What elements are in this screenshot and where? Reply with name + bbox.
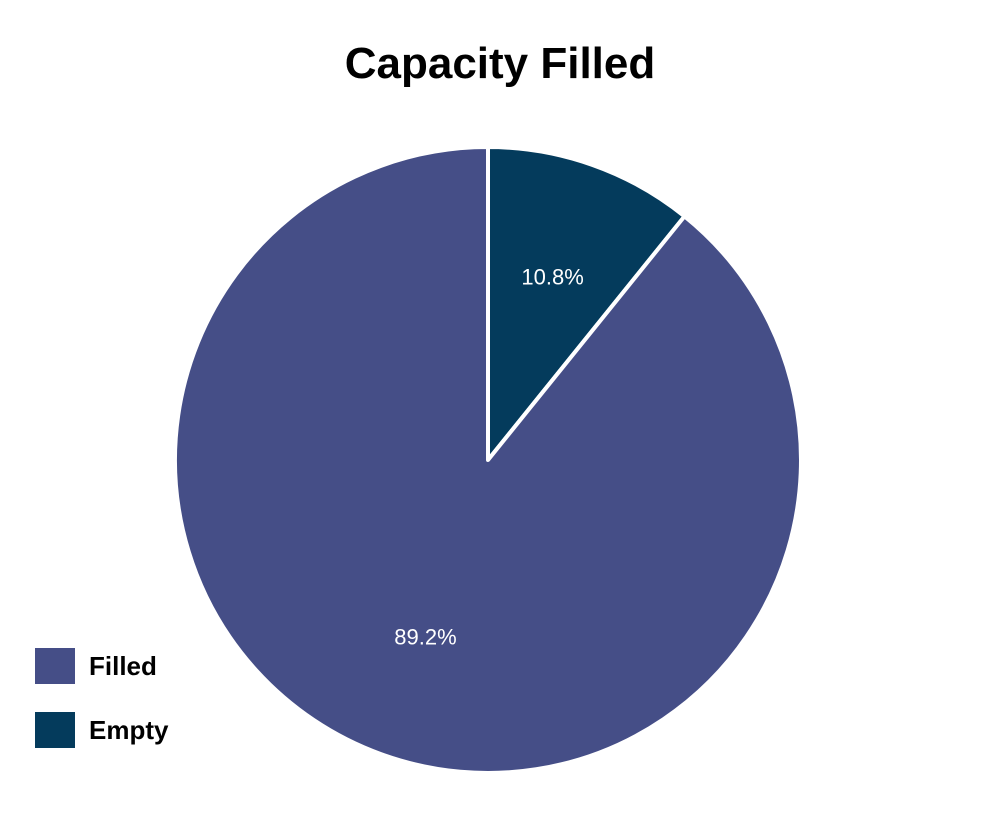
- legend-item-empty[interactable]: Empty: [35, 712, 168, 748]
- legend-label-empty: Empty: [89, 714, 169, 745]
- legend-swatch-empty: [35, 712, 75, 748]
- legend: Filled Empty: [35, 648, 168, 776]
- chart-title: Capacity Filled: [344, 39, 656, 88]
- legend-swatch-filled: [35, 648, 75, 684]
- pie-slice-empty[interactable]: [486, 145, 687, 462]
- legend-label-filled: Filled: [89, 650, 157, 681]
- pie-label-empty: 10.8%: [521, 265, 583, 290]
- pie-slice-filled[interactable]: [173, 145, 803, 775]
- pie-label-filled: 89.2%: [394, 625, 456, 650]
- legend-item-filled[interactable]: Filled: [35, 648, 168, 684]
